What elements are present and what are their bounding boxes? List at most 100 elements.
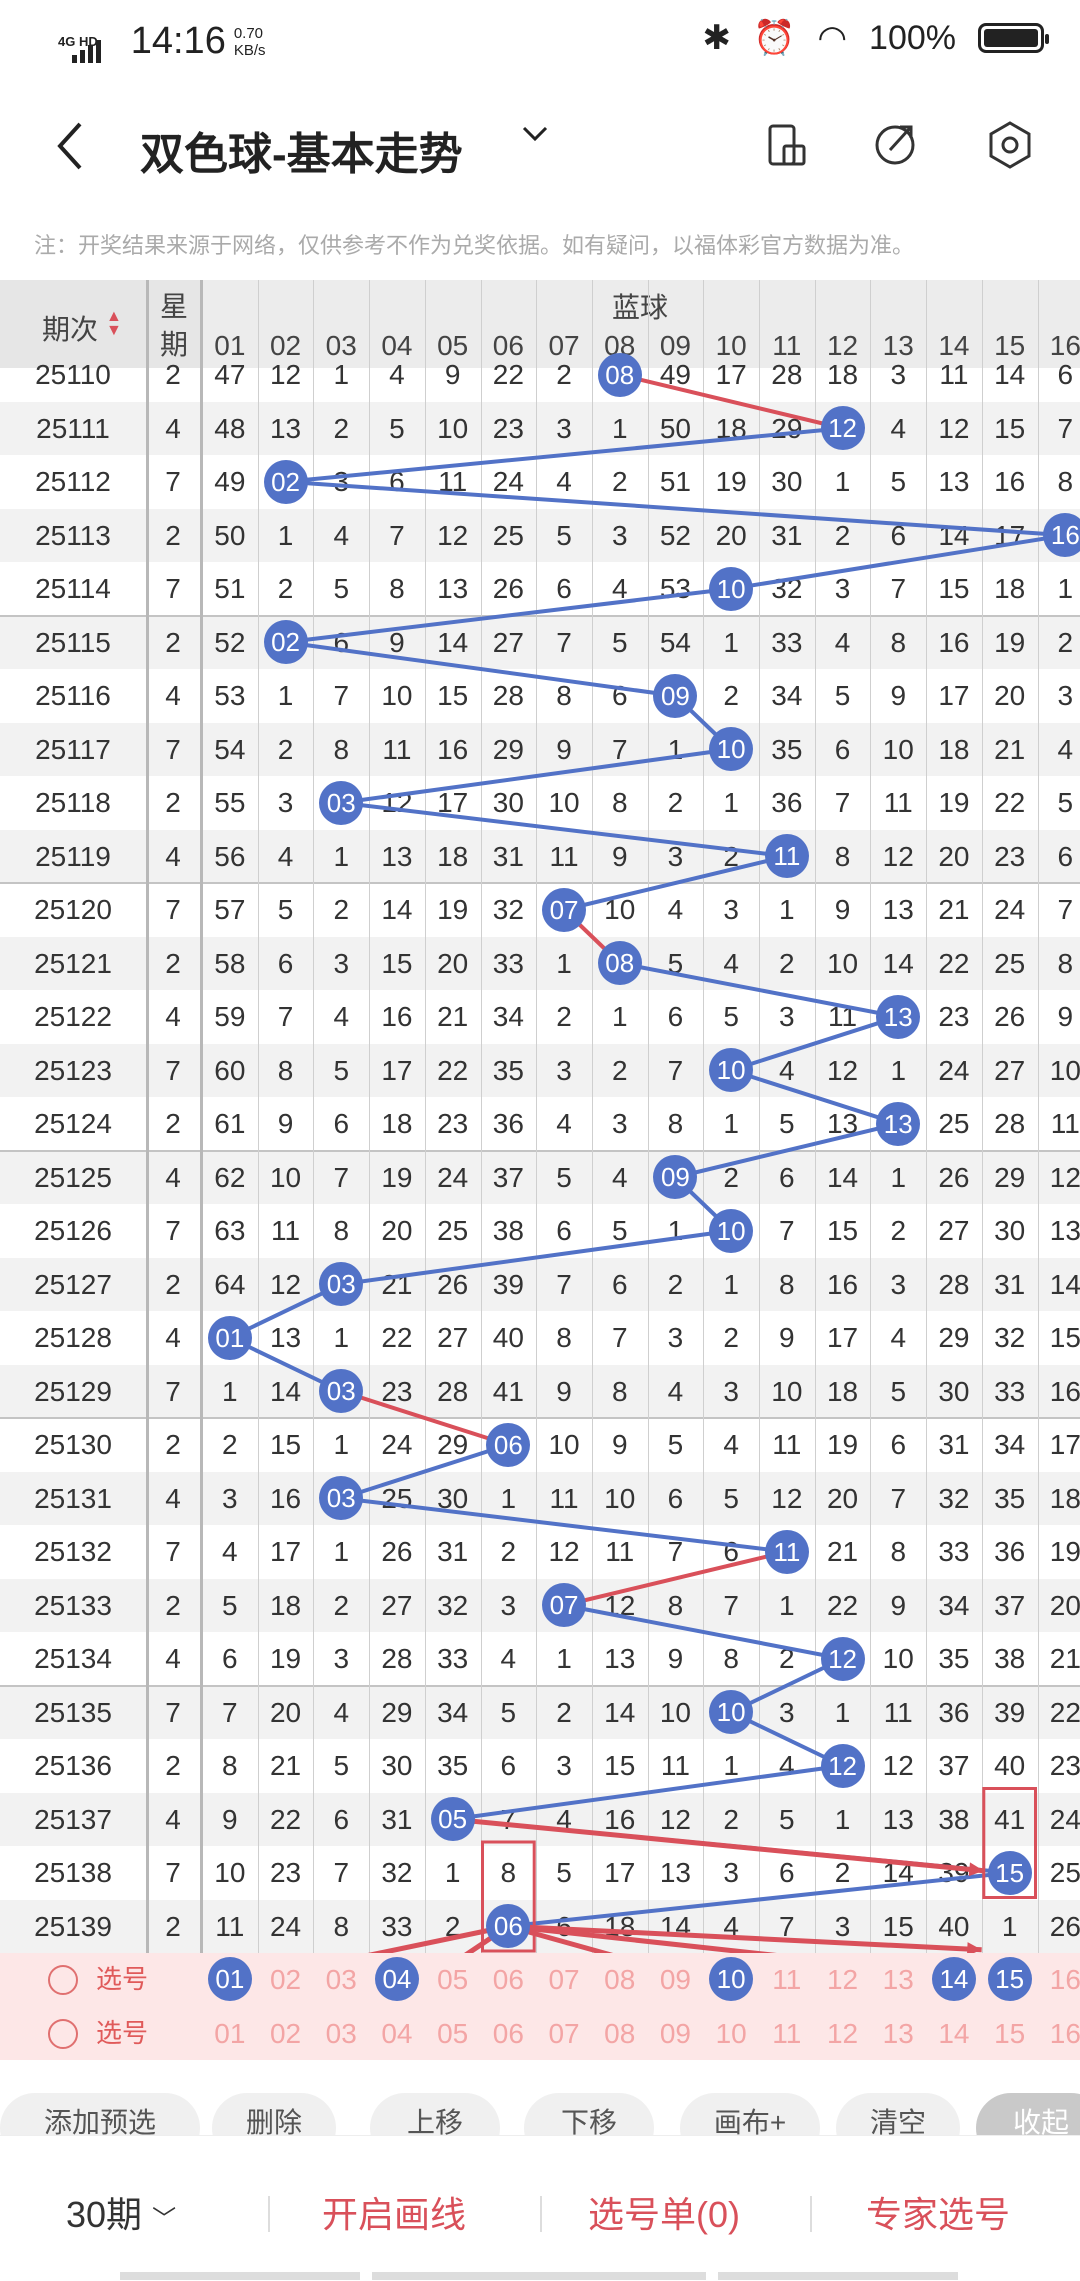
winning-ball: 16 [1043,513,1080,557]
canvas-plus-button[interactable]: 画布+ [680,2093,820,2135]
winning-ball: 01 [208,1316,252,1360]
rotate-screen-icon[interactable] [760,120,810,170]
pick-number[interactable]: 12 [815,2007,871,2061]
pick-number[interactable]: 06 [481,1953,537,2007]
winning-ball: 12 [821,1744,865,1788]
divider [810,2196,812,2232]
expert-pick-button[interactable]: 专家选号 [866,2186,1010,2238]
divider [268,2196,270,2232]
winning-ball: 13 [876,1102,920,1146]
winning-ball: 08 [598,353,642,397]
pick-number[interactable]: 07 [536,2007,592,2061]
trend-segment [286,589,732,643]
move-up-button[interactable]: 上移 [370,2093,500,2135]
delete-button[interactable]: 删除 [212,2093,336,2135]
pick-number[interactable]: 08 [592,2007,648,2061]
selection-list-button[interactable]: 选号单(0) [588,2186,740,2238]
selected-pick-ball[interactable]: 14 [932,1957,976,2001]
wifi-icon: ◠ [817,18,847,58]
share-icon[interactable] [870,120,920,170]
pick-number[interactable]: 08 [592,1953,648,2007]
add-preselect-button[interactable]: 添加预选 [0,2093,200,2135]
disclaimer-notice: 注：开奖结果来源于网络，仅供参考不作为兑奖依据。如有疑问，以福体彩官方数据为准。 [34,228,914,260]
pick-number[interactable]: 13 [870,1953,926,2007]
trend-segment [620,963,899,1017]
trend-segment [341,803,787,857]
chevron-down-icon: ﹀ [152,2206,176,2233]
winning-ball: 15 [988,1851,1032,1895]
pick-number[interactable]: 12 [815,1953,871,2007]
winning-ball: 02 [264,460,308,504]
pick-number[interactable]: 05 [425,2007,481,2061]
nav-indicator [372,2272,706,2280]
back-arrow-icon[interactable] [50,116,90,176]
winning-ball: 02 [264,620,308,664]
prediction-arrow [453,1819,984,1871]
pick-number[interactable]: 04 [369,2007,425,2061]
pick-number[interactable]: 05 [425,1953,481,2007]
winning-ball: 11 [765,1530,809,1574]
trend-segment [564,1605,843,1659]
selected-pick-ball[interactable]: 01 [208,1957,252,2001]
bottom-bar: 30期 ﹀ 开启画线 选号单(0) 专家选号 [0,2135,1080,2281]
pick-number[interactable]: 01 [202,2007,258,2061]
selected-pick-ball[interactable]: 10 [709,1957,753,2001]
pick-number[interactable]: 09 [648,1953,704,2007]
pick-number[interactable]: 03 [313,2007,369,2061]
trend-segment [731,1070,898,1124]
pick-number[interactable]: 07 [536,1953,592,2007]
pick-number[interactable]: 03 [313,1953,369,2007]
selected-pick-ball[interactable]: 04 [375,1957,419,2001]
winning-ball: 07 [542,1583,586,1627]
pick-number[interactable]: 10 [703,2007,759,2061]
trend-segment [341,1231,731,1285]
pick-number[interactable]: 11 [759,2007,815,2061]
app-header: 双色球-基本走势 [0,86,1080,206]
trend-segment [341,749,731,803]
pick-radio[interactable] [48,2019,78,2049]
winning-ball: 07 [542,888,586,932]
pick-number[interactable]: 13 [870,2007,926,2061]
move-down-button[interactable]: 下移 [524,2093,654,2135]
pick-number[interactable]: 09 [648,2007,704,2061]
pick-number[interactable]: 15 [982,2007,1038,2061]
winning-ball: 03 [319,781,363,825]
winning-ball: 13 [876,995,920,1039]
nav-indicator [120,2272,360,2280]
period-count-label: 30期 [66,2194,142,2235]
trend-segment [620,375,843,429]
collapse-button[interactable]: 收起 [976,2093,1080,2135]
pick-number[interactable]: 14 [926,2007,982,2061]
speed-unit: KB/s [234,42,266,59]
winning-ball: 12 [821,406,865,450]
pick-label: 选号 [96,1953,148,2007]
speed-value: 0.70 [234,25,266,42]
winning-ball: 09 [653,674,697,718]
pick-number[interactable]: 02 [258,2007,314,2061]
pick-number[interactable]: 06 [481,2007,537,2061]
battery-icon [978,23,1044,53]
period-count-select[interactable]: 30期 ﹀ [66,2186,176,2238]
trend-segment [286,642,676,696]
trend-segment [341,1498,787,1552]
pick-number[interactable]: 16 [1038,1953,1080,2007]
pick-radio[interactable] [48,1965,78,1995]
bluetooth-icon: ✱ [703,18,732,58]
settings-icon[interactable] [985,120,1035,170]
nav-indicator [718,2272,958,2280]
winning-ball: 10 [709,567,753,611]
pick-number[interactable]: 16 [1038,2007,1080,2061]
draw-line-button[interactable]: 开启画线 [322,2186,466,2238]
pick-number[interactable]: 02 [258,1953,314,2007]
chevron-down-icon[interactable] [520,124,550,144]
winning-ball: 10 [709,1209,753,1253]
page-title[interactable]: 双色球-基本走势 [140,118,463,182]
clear-button[interactable]: 清空 [836,2093,960,2135]
winning-ball: 08 [598,941,642,985]
pick-number[interactable]: 11 [759,1953,815,2007]
selected-pick-ball[interactable]: 15 [988,1957,1032,2001]
signal-icon [72,40,101,63]
trend-segment [731,1017,898,1071]
trend-segment [286,428,843,482]
